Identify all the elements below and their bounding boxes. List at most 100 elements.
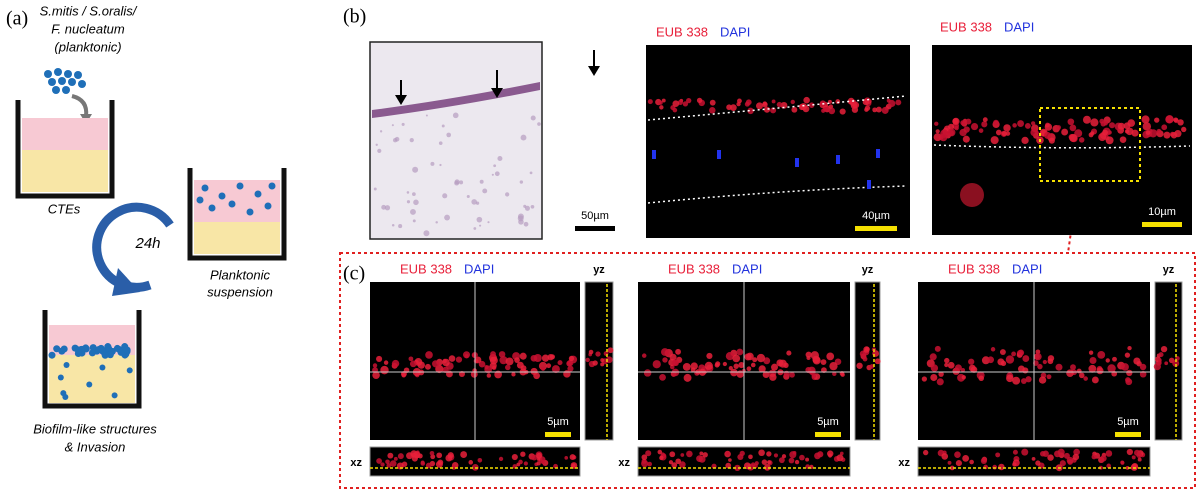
tissue-fibre xyxy=(425,114,428,117)
cell xyxy=(1098,133,1107,142)
cell xyxy=(806,355,811,361)
zoom-box xyxy=(339,252,1196,489)
cell xyxy=(647,461,652,467)
cell xyxy=(1105,450,1113,457)
arrow-head xyxy=(491,88,503,98)
cell xyxy=(414,453,419,459)
cell xyxy=(1030,128,1039,137)
tissue-fibre xyxy=(482,188,488,194)
bacterium xyxy=(89,344,97,352)
cell xyxy=(939,133,948,142)
cell xyxy=(754,461,759,466)
cell xyxy=(1067,118,1075,126)
stain-label: EUB 338 xyxy=(400,261,452,276)
cell xyxy=(1017,120,1025,127)
cell xyxy=(445,454,453,462)
cell xyxy=(965,118,972,125)
cell xyxy=(1000,360,1007,367)
cell xyxy=(828,107,836,115)
bacterium xyxy=(126,367,133,374)
tissue-fibre xyxy=(517,213,524,220)
organism-label: (planktonic) xyxy=(54,39,121,54)
cell xyxy=(533,353,542,363)
cell xyxy=(1088,364,1097,373)
cell xyxy=(595,351,601,357)
planktonic-label: suspension xyxy=(207,284,273,299)
cell xyxy=(934,345,941,352)
tissue-fibre xyxy=(412,192,416,197)
tissue-fibre xyxy=(441,124,445,128)
cell xyxy=(761,459,768,465)
cell xyxy=(505,357,514,366)
cell xyxy=(1046,374,1052,380)
tissue-fibre xyxy=(442,193,448,199)
cell xyxy=(1126,369,1133,376)
cell xyxy=(499,356,508,365)
cell xyxy=(944,357,950,364)
tissue-fibre xyxy=(530,115,536,121)
cell xyxy=(936,378,944,386)
cell xyxy=(1157,358,1162,363)
cell xyxy=(546,363,552,369)
cell xyxy=(960,183,984,207)
cell xyxy=(464,354,469,359)
cell xyxy=(990,347,996,352)
cell xyxy=(455,356,463,363)
bacterium xyxy=(48,351,56,359)
cell xyxy=(995,129,1002,136)
tissue-fibre xyxy=(479,179,484,184)
cell xyxy=(505,364,511,371)
stain-label: EUB 338 xyxy=(948,261,1000,276)
cell xyxy=(704,361,713,370)
tissue-fibre xyxy=(406,200,411,204)
cell xyxy=(1158,352,1164,358)
cell xyxy=(1137,457,1142,462)
cell xyxy=(551,365,560,374)
cell xyxy=(1069,133,1078,142)
cell xyxy=(690,362,698,370)
cell xyxy=(671,462,678,469)
cell xyxy=(962,135,970,143)
cell xyxy=(1040,451,1046,457)
cell xyxy=(1056,125,1061,130)
cell xyxy=(686,450,693,458)
cell xyxy=(477,457,483,463)
cell xyxy=(1012,123,1017,128)
cell xyxy=(489,356,498,365)
stain-label: EUB 338 xyxy=(940,19,992,34)
cell xyxy=(935,129,940,134)
cell xyxy=(1011,351,1017,357)
cell xyxy=(1105,358,1110,363)
cell xyxy=(541,354,550,362)
cell xyxy=(722,361,728,367)
bacterium xyxy=(106,351,114,359)
stain-label: EUB 338 xyxy=(668,261,720,276)
tissue-fibre xyxy=(530,204,535,209)
cell xyxy=(823,106,829,112)
cell xyxy=(1063,452,1070,459)
arrow-head xyxy=(112,268,140,296)
cell xyxy=(790,99,795,105)
cell xyxy=(1127,345,1132,351)
cell xyxy=(675,348,681,355)
cell xyxy=(484,364,489,370)
cell xyxy=(1072,453,1080,461)
cell xyxy=(835,99,841,104)
cell xyxy=(1173,117,1179,123)
cell xyxy=(540,460,545,464)
cell xyxy=(874,358,881,365)
cell xyxy=(1125,466,1130,470)
cell xyxy=(733,363,739,369)
cell xyxy=(702,452,708,458)
cell xyxy=(432,360,440,368)
cell xyxy=(1083,376,1088,381)
cell xyxy=(1125,127,1134,136)
cell xyxy=(409,360,417,368)
cell xyxy=(557,360,563,366)
ctes-label: CTEs xyxy=(48,201,81,216)
cell xyxy=(791,106,798,113)
cell xyxy=(657,449,663,455)
cell xyxy=(511,372,516,377)
cell xyxy=(752,357,758,363)
cell xyxy=(406,452,413,460)
